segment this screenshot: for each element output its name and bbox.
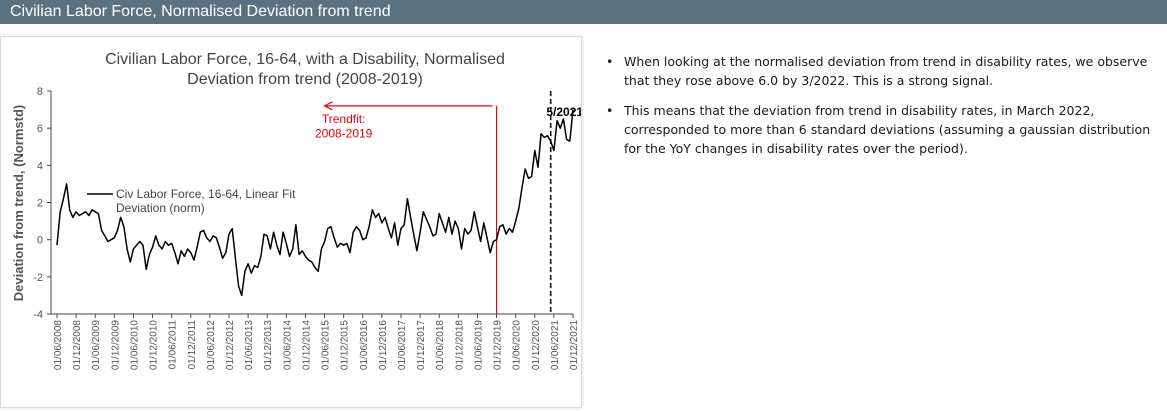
- bullet-glyph: •: [606, 54, 614, 69]
- y-tick-label: 8: [37, 86, 43, 98]
- chart-panel: Civilian Labor Force, 16-64, with a Disa…: [0, 36, 582, 408]
- x-tick-label: 01/06/2020: [512, 320, 523, 370]
- trendfit-label-line1: Trendfit:: [322, 112, 366, 126]
- y-tick-label: 6: [37, 123, 43, 135]
- x-tick-label: 01/12/2013: [263, 320, 274, 370]
- x-tick-label: 01/06/2008: [53, 320, 64, 370]
- x-tick-label: 01/12/2008: [72, 320, 83, 370]
- note-text: When looking at the normalised deviation…: [624, 54, 1148, 88]
- y-axis: -4 -2 0 2 4 6 8: [33, 86, 52, 321]
- chart-title-line1: Civilian Labor Force, 16-64, with a Disa…: [105, 51, 505, 68]
- trendfit-label-line2: 2008-2019: [315, 127, 373, 141]
- x-axis: 01/06/2008 01/12/2008 01/06/2009 01/12/2009…: [51, 313, 580, 370]
- x-tick-label: 01/06/2016: [359, 320, 370, 370]
- y-tick-label: -4: [33, 309, 43, 321]
- x-tick-label: 01/12/2009: [110, 320, 121, 370]
- marker-label: 5/2021: [546, 105, 581, 119]
- x-tick-label: 01/06/2011: [168, 320, 179, 370]
- section-header: Civilian Labor Force, Normalised Deviati…: [0, 0, 1167, 24]
- x-tick-label: 01/12/2020: [531, 320, 542, 370]
- y-tick-label: 4: [37, 160, 43, 172]
- x-tick-label: 01/06/2021: [550, 320, 561, 370]
- x-tick-label: 01/06/2012: [206, 320, 217, 370]
- x-tick-label: 01/12/2012: [225, 320, 236, 370]
- notes-list: • When looking at the normalised deviati…: [604, 52, 1164, 169]
- x-tick-label: 01/12/2021: [569, 320, 580, 370]
- legend-label: Civ Labor Force, 16-64, Linear Fit Deviat…: [116, 187, 296, 215]
- x-tick-label: 01/06/2010: [129, 320, 140, 370]
- x-tick-label: 01/06/2018: [435, 320, 446, 370]
- y-tick-label: 0: [37, 235, 43, 247]
- series-line: [56, 109, 574, 297]
- x-tick-label: 01/06/2014: [282, 320, 293, 370]
- x-tick-label: 01/06/2015: [321, 320, 332, 370]
- x-tick-label: 01/12/2010: [149, 320, 160, 370]
- y-axis-label: Deviation from trend, (Normstd): [11, 105, 26, 301]
- legend-label-line: Deviation (norm): [116, 201, 205, 215]
- x-tick-label: 01/12/2019: [493, 320, 504, 370]
- x-tick-label: 01/12/2014: [301, 320, 312, 370]
- x-tick-label: 01/12/2015: [340, 320, 351, 370]
- x-tick-label: 01/12/2017: [416, 320, 427, 370]
- x-tick-label: 01/06/2019: [473, 320, 484, 370]
- x-tick-label: 01/06/2009: [91, 320, 102, 370]
- x-tick-label: 01/12/2011: [187, 320, 198, 370]
- section-title: Civilian Labor Force, Normalised Deviati…: [10, 3, 391, 20]
- y-tick-label: 2: [37, 198, 43, 210]
- legend: Civ Labor Force, 16-64, Linear Fit Deviat…: [87, 187, 296, 215]
- legend-label-line: Civ Labor Force, 16-64, Linear Fit: [116, 187, 296, 201]
- y-tick-label: -2: [33, 272, 43, 284]
- x-tick-label: 01/12/2018: [454, 320, 465, 370]
- x-tick-label: 01/06/2013: [244, 320, 255, 370]
- bullet-glyph: •: [606, 103, 614, 118]
- note-item: • This means that the deviation from tre…: [604, 101, 1164, 158]
- chart-title-line2: Deviation from trend (2008-2019): [187, 71, 423, 88]
- x-tick-label: 01/06/2017: [397, 320, 408, 370]
- note-text: This means that the deviation from trend…: [624, 103, 1151, 156]
- trendfit-arrowhead: [323, 101, 333, 111]
- note-item: • When looking at the normalised deviati…: [604, 52, 1164, 90]
- line-chart: Civilian Labor Force, 16-64, with a Disa…: [11, 51, 581, 370]
- x-tick-label: 01/12/2016: [378, 320, 389, 370]
